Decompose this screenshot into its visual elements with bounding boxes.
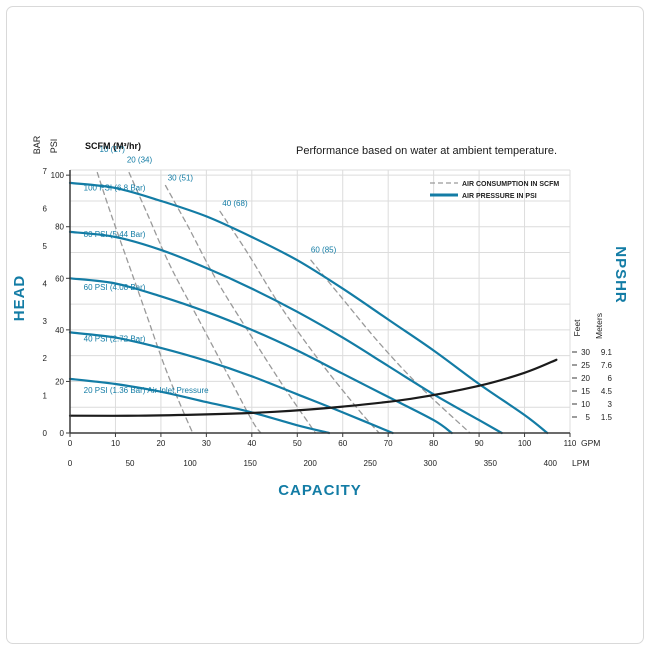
- image-frame: [6, 6, 644, 644]
- npshr-meters-tick-label: 4.5: [601, 387, 613, 396]
- lpm-unit-label: LPM: [572, 458, 589, 468]
- npshr-feet-tick-label: 5: [586, 413, 591, 422]
- pressure-curve-label: 20 PSI (1.36 Bar) Air Inlet Pressure: [84, 386, 209, 395]
- npshr-meters-tick-label: 7.6: [601, 361, 613, 370]
- legend-air-pressure-label: AIR PRESSURE IN PSI: [462, 193, 537, 200]
- pressure-curve: [68, 230, 503, 435]
- pressure-curve: [68, 331, 394, 435]
- gpm-tick-label: 0: [68, 439, 73, 448]
- capacity-axis-label: CAPACITY: [278, 482, 362, 499]
- bar-tick-label: 0: [43, 429, 48, 438]
- npshr-meters-tick-label: 1.5: [601, 413, 613, 422]
- npshr-feet-tick-label: 10: [581, 400, 590, 409]
- pressure-curve: [68, 181, 549, 435]
- gpm-tick-label: 50: [293, 439, 302, 448]
- air-consumption-curve-label: 30 (51): [168, 173, 194, 182]
- psi-tick-label: 0: [60, 429, 65, 438]
- pressure-curve: [68, 377, 331, 435]
- npshr-meters-tick-label: 6: [608, 374, 613, 383]
- psi-tick-label: 20: [55, 377, 64, 386]
- bar-tick-label: 5: [43, 242, 48, 251]
- lpm-tick-label: 200: [303, 459, 317, 468]
- lpm-tick-label: 300: [424, 459, 438, 468]
- lpm-tick-label: 250: [364, 459, 378, 468]
- gpm-tick-label: 90: [475, 439, 484, 448]
- npshr-feet-tick-label: 20: [581, 374, 590, 383]
- lpm-tick-label: 350: [484, 459, 498, 468]
- gpm-tick-label: 10: [111, 439, 120, 448]
- pressure-curve-label: 100 PSI (6.8 Bar): [84, 184, 146, 193]
- lpm-tick-label: 0: [68, 459, 73, 468]
- air-consumption-curve-label: 40 (68): [222, 199, 248, 208]
- meters-axis-label: Meters: [594, 313, 604, 339]
- bar-tick-label: 4: [43, 279, 48, 288]
- lpm-tick-label: 100: [183, 459, 197, 468]
- gpm-tick-label: 60: [338, 439, 347, 448]
- gpm-tick-label: 100: [518, 439, 532, 448]
- npshr-feet-tick-label: 30: [581, 348, 590, 357]
- npshr-feet-tick-label: 15: [581, 387, 590, 396]
- psi-tick-label: 60: [55, 274, 64, 283]
- bar-tick-label: 2: [43, 354, 48, 363]
- curves-layer: [68, 171, 558, 435]
- bar-axis-label: BAR: [32, 135, 42, 154]
- curve-labels-layer: 10 (17)20 (34) 30 (51) 40 (68) 60 (85) 100 P…: [84, 145, 337, 395]
- head-axis-label: HEAD: [11, 275, 28, 322]
- npshr-feet-tick-label: 25: [581, 361, 590, 370]
- pressure-curve-label: 40 PSI (2.72 Bar): [84, 334, 146, 343]
- axes-layer: [66, 170, 577, 437]
- pressure-curve-label: 80 PSI (5.44 Bar): [84, 230, 146, 239]
- air-consumption-curve: [96, 171, 194, 434]
- gpm-tick-label: 80: [429, 439, 438, 448]
- bar-tick-label: 1: [43, 392, 48, 401]
- psi-tick-label: 40: [55, 326, 64, 335]
- npshr-axis-label: NPSHR: [612, 246, 629, 304]
- bar-tick-label: 7: [43, 167, 48, 176]
- air-consumption-curve: [219, 210, 380, 434]
- chart-title: Performance based on water at ambient te…: [296, 145, 557, 157]
- pressure-curve: [68, 277, 453, 435]
- npshr-meters-tick-label: 9.1: [601, 348, 613, 357]
- gpm-tick-label: 40: [247, 439, 256, 448]
- air-consumption-curve-label: 10 (17): [100, 145, 126, 154]
- psi-axis-label: PSI: [49, 139, 59, 154]
- gpm-tick-label: 30: [202, 439, 211, 448]
- bar-tick-label: 6: [43, 205, 48, 214]
- npshr-meters-tick-label: 3: [608, 400, 613, 409]
- psi-tick-label: 100: [51, 171, 65, 180]
- pressure-curve-label: 60 PSI (4.08 Bar): [84, 283, 146, 292]
- lpm-tick-label: 150: [243, 459, 257, 468]
- legend-air-consumption-label: AIR CONSUMPTION IN SCFM: [462, 181, 559, 188]
- lpm-tick-label: 400: [544, 459, 558, 468]
- npshr-curve: [68, 358, 558, 417]
- air-consumption-curve-label: 20 (34): [127, 155, 153, 164]
- lpm-tick-label: 50: [126, 459, 135, 468]
- air-consumption-curve-label: 60 (85): [311, 246, 337, 255]
- bar-tick-label: 3: [43, 317, 48, 326]
- gpm-tick-label: 20: [156, 439, 165, 448]
- psi-tick-label: 80: [55, 223, 64, 232]
- air-consumption-curve: [310, 259, 471, 434]
- gpm-tick-label: 110: [564, 439, 577, 448]
- feet-axis-label: Feet: [572, 319, 582, 337]
- gpm-unit-label: GPM: [581, 438, 600, 448]
- gpm-tick-label: 70: [384, 439, 393, 448]
- scfm-axis-label: SCFM (M³/hr): [85, 141, 141, 151]
- air-consumption-curve: [128, 171, 262, 434]
